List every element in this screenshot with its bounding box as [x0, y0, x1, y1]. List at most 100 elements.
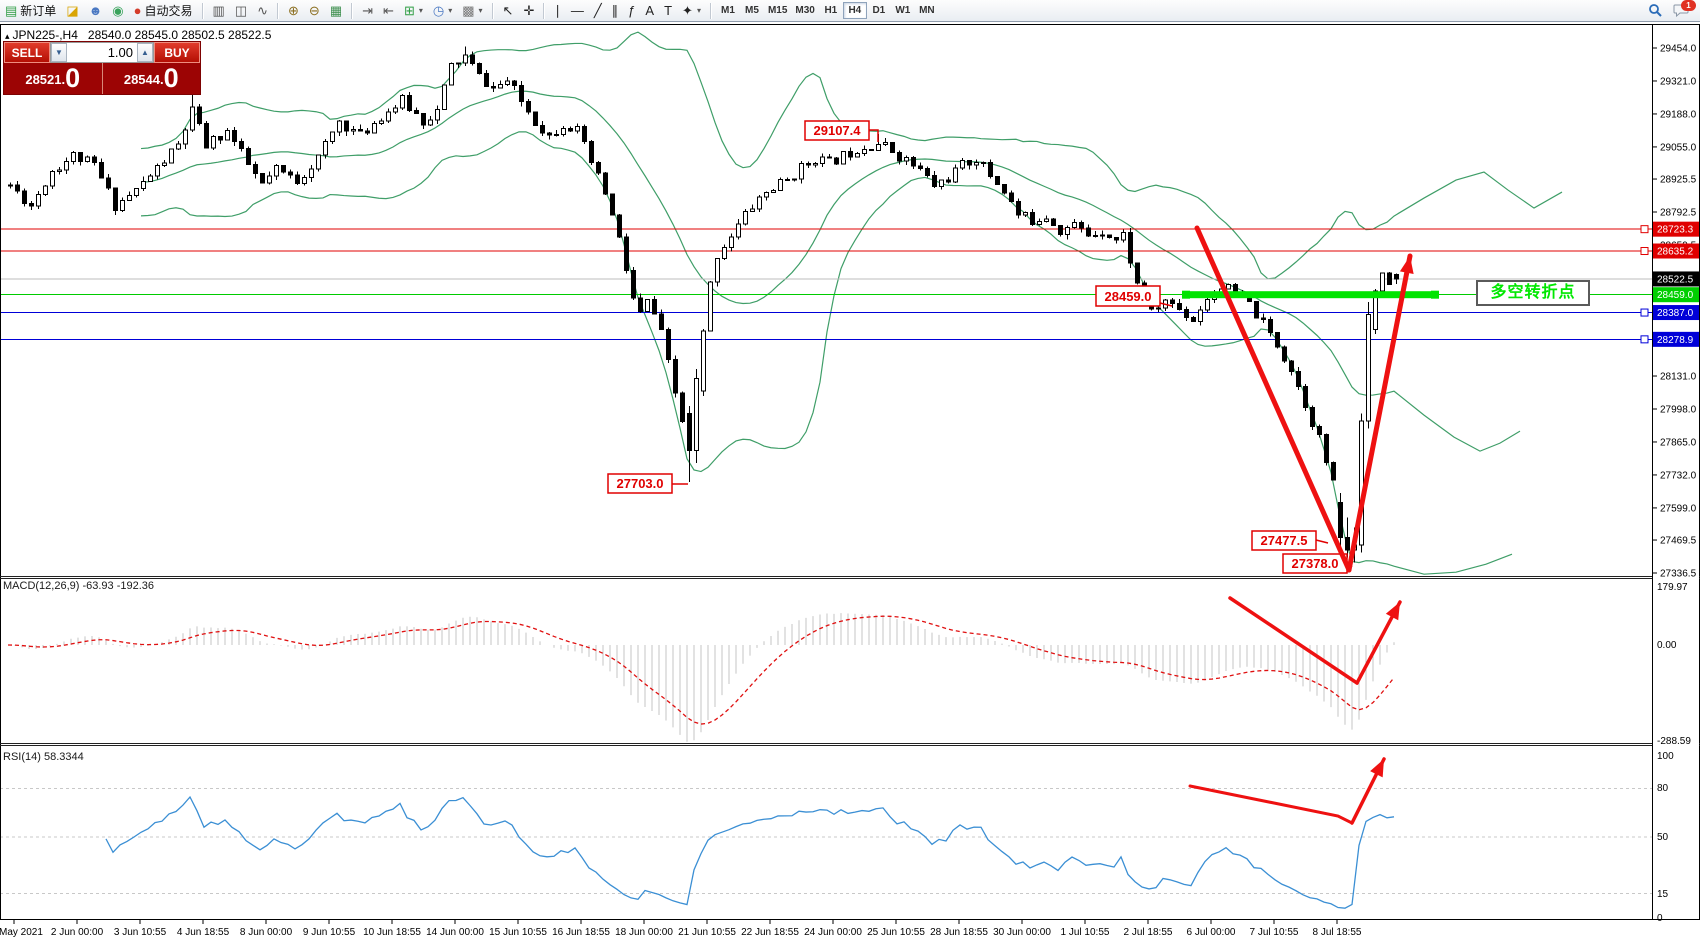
eraser-button[interactable]: ◪	[62, 1, 82, 20]
pivot-text-label[interactable]: 多空转折点	[1476, 280, 1590, 306]
svg-text:100: 100	[1657, 751, 1674, 762]
templates-dropdown[interactable]: ▩ ▾	[458, 1, 486, 20]
timeframe-m1[interactable]: M1	[716, 2, 740, 19]
chart-shift-icon: ⇤	[383, 3, 394, 18]
zoom-out-button[interactable]: ⊖	[305, 1, 324, 20]
chart-window: 29454.0 29321.0 29188.0 29055.0 28925.5 28792…	[0, 22, 1700, 943]
crosshair-button[interactable]: ✛	[519, 1, 538, 20]
periods-dropdown[interactable]: ◷ ▾	[429, 1, 456, 20]
trendline-button[interactable]: ╱	[590, 1, 606, 20]
svg-text:25 Jun 10:55: 25 Jun 10:55	[867, 927, 925, 938]
volume-value[interactable]: 1.00	[107, 45, 133, 60]
search-button[interactable]	[1644, 1, 1667, 20]
svg-text:29188.0: 29188.0	[1660, 109, 1697, 120]
buy-button[interactable]: BUY	[154, 42, 200, 63]
horizontal-line-button[interactable]: —	[567, 1, 588, 20]
svg-text:27336.5: 27336.5	[1660, 569, 1697, 580]
svg-text:27599.0: 27599.0	[1660, 503, 1697, 514]
toolbar-separator	[543, 2, 546, 19]
vertical-line-button[interactable]: ∣	[550, 1, 565, 20]
new-order-button[interactable]: ▤ 新订单	[1, 1, 60, 20]
templates-icon: ▩	[462, 3, 475, 18]
buy-price-main: 28544.	[123, 72, 164, 87]
toolbar-separator	[491, 2, 494, 19]
line-chart-icon: ∿	[257, 3, 269, 18]
text-label-button[interactable]: T	[660, 1, 676, 20]
autotrade-icon: ●	[133, 3, 142, 18]
svg-text:3 Jun 10:55: 3 Jun 10:55	[114, 927, 167, 938]
svg-text:27477.5: 27477.5	[1261, 533, 1308, 548]
svg-text:29321.0: 29321.0	[1660, 76, 1697, 87]
svg-text:28635.2: 28635.2	[1657, 247, 1694, 258]
timeframe-d1[interactable]: D1	[867, 2, 891, 19]
sell-price-main: 28521.	[25, 72, 66, 87]
svg-text:1 Jul 10:55: 1 Jul 10:55	[1061, 927, 1110, 938]
chevron-down-icon: ▾	[448, 6, 453, 15]
notification-badge: 1	[1681, 0, 1696, 11]
timeframe-mn[interactable]: MN	[915, 2, 939, 19]
collapse-panel-icon[interactable]: ▴	[5, 31, 10, 41]
chart-shift-button[interactable]: ⇤	[379, 1, 398, 20]
svg-text:-288.59: -288.59	[1657, 736, 1691, 747]
svg-text:80: 80	[1657, 783, 1669, 794]
timeframe-m30[interactable]: M30	[791, 2, 818, 19]
autotrade-button[interactable]: ● 自动交易	[130, 1, 197, 20]
svg-text:179.97: 179.97	[1657, 582, 1688, 593]
timeframe-m15[interactable]: M15	[764, 2, 791, 19]
svg-text:28 Jun 18:55: 28 Jun 18:55	[930, 927, 988, 938]
fibonacci-button[interactable]: ƒ	[624, 1, 639, 20]
text-button[interactable]: A	[641, 1, 658, 20]
equidistant-channel-button[interactable]: ∥	[608, 1, 623, 20]
search-icon	[1649, 4, 1662, 17]
buy-price[interactable]: 28544. 0	[103, 63, 201, 94]
toolbar-separator	[709, 2, 712, 19]
chart-canvas[interactable]: 29454.0 29321.0 29188.0 29055.0 28925.5 28792…	[0, 22, 1700, 943]
bar-chart-button[interactable]: ▥	[209, 1, 229, 20]
svg-text:8 Jul 18:55: 8 Jul 18:55	[1313, 927, 1362, 938]
vertical-line-icon: ∣	[554, 3, 561, 18]
chevron-down-icon: ▾	[418, 6, 423, 15]
candlestick-chart-button[interactable]: ◫	[231, 1, 251, 20]
volume-increase-button[interactable]: ▲	[137, 43, 153, 62]
line-chart-button[interactable]: ∿	[253, 1, 272, 20]
timeframe-h4[interactable]: H4	[842, 2, 867, 19]
zoom-in-button[interactable]: ⊕	[284, 1, 303, 20]
cursor-button[interactable]: ↖	[499, 1, 518, 20]
timeframe-m5[interactable]: M5	[740, 2, 764, 19]
fibonacci-icon: ƒ	[628, 3, 636, 18]
svg-text:28522.5: 28522.5	[1657, 274, 1694, 285]
svg-text:28387.0: 28387.0	[1657, 308, 1694, 319]
svg-text:27998.0: 27998.0	[1660, 404, 1697, 415]
auto-scroll-button[interactable]: ⇥	[358, 1, 377, 20]
svg-text:21 Jun 10:55: 21 Jun 10:55	[678, 927, 736, 938]
trendline-icon: ╱	[593, 3, 602, 18]
svg-text:10 Jun 18:55: 10 Jun 18:55	[363, 927, 421, 938]
svg-text:50: 50	[1657, 832, 1669, 843]
timeframe-w1[interactable]: W1	[891, 2, 915, 19]
new-chart-dropdown[interactable]: ⊞ ▾	[400, 1, 427, 20]
equidistant-channel-icon: ∥	[611, 3, 619, 18]
sell-button[interactable]: SELL	[4, 42, 50, 63]
new-order-button-label: 新订单	[20, 4, 57, 18]
chevron-down-icon: ▾	[478, 6, 483, 15]
svg-text:30 Jun 00:00: 30 Jun 00:00	[993, 927, 1051, 938]
zoom-out-icon: ⊖	[308, 3, 320, 18]
new-order-icon: ▤	[5, 3, 18, 18]
one-click-trading-panel: SELL ▼ 1.00 ▲ BUY 28521. 0 28544. 0	[3, 41, 201, 95]
svg-text:28459.0: 28459.0	[1105, 289, 1152, 304]
volume-decrease-button[interactable]: ▼	[51, 43, 67, 62]
candlestick-chart-icon: ◫	[234, 3, 248, 18]
tile-windows-button[interactable]: ▦	[326, 1, 346, 20]
chat-button[interactable]: 1	[1669, 0, 1696, 20]
sell-price[interactable]: 28521. 0	[4, 63, 103, 94]
toolbar: ▤ 新订单 ◪ ☻ ◉ ● 自动交易 ▥ ◫ ∿ ⊕ ⊖ ▦ ⇥ ⇤ ⊞ ▾ ◷ ▾ ▩ ▾ ↖ ✛ ∣ — ╱ ∥ ƒ A T ✦ ▾ M1…	[0, 0, 1700, 22]
news-button[interactable]: ◉	[108, 1, 127, 20]
svg-text:28723.3: 28723.3	[1657, 225, 1694, 236]
sell-price-pips: 0	[65, 63, 81, 93]
tile-windows-icon: ▦	[329, 3, 343, 18]
arrows-dropdown[interactable]: ✦ ▾	[678, 1, 705, 20]
depth-of-market-button[interactable]: ☻	[85, 1, 107, 20]
horizontal-line-icon: —	[570, 3, 584, 18]
timeframe-h1[interactable]: H1	[819, 2, 843, 19]
svg-text:28792.5: 28792.5	[1660, 208, 1697, 219]
